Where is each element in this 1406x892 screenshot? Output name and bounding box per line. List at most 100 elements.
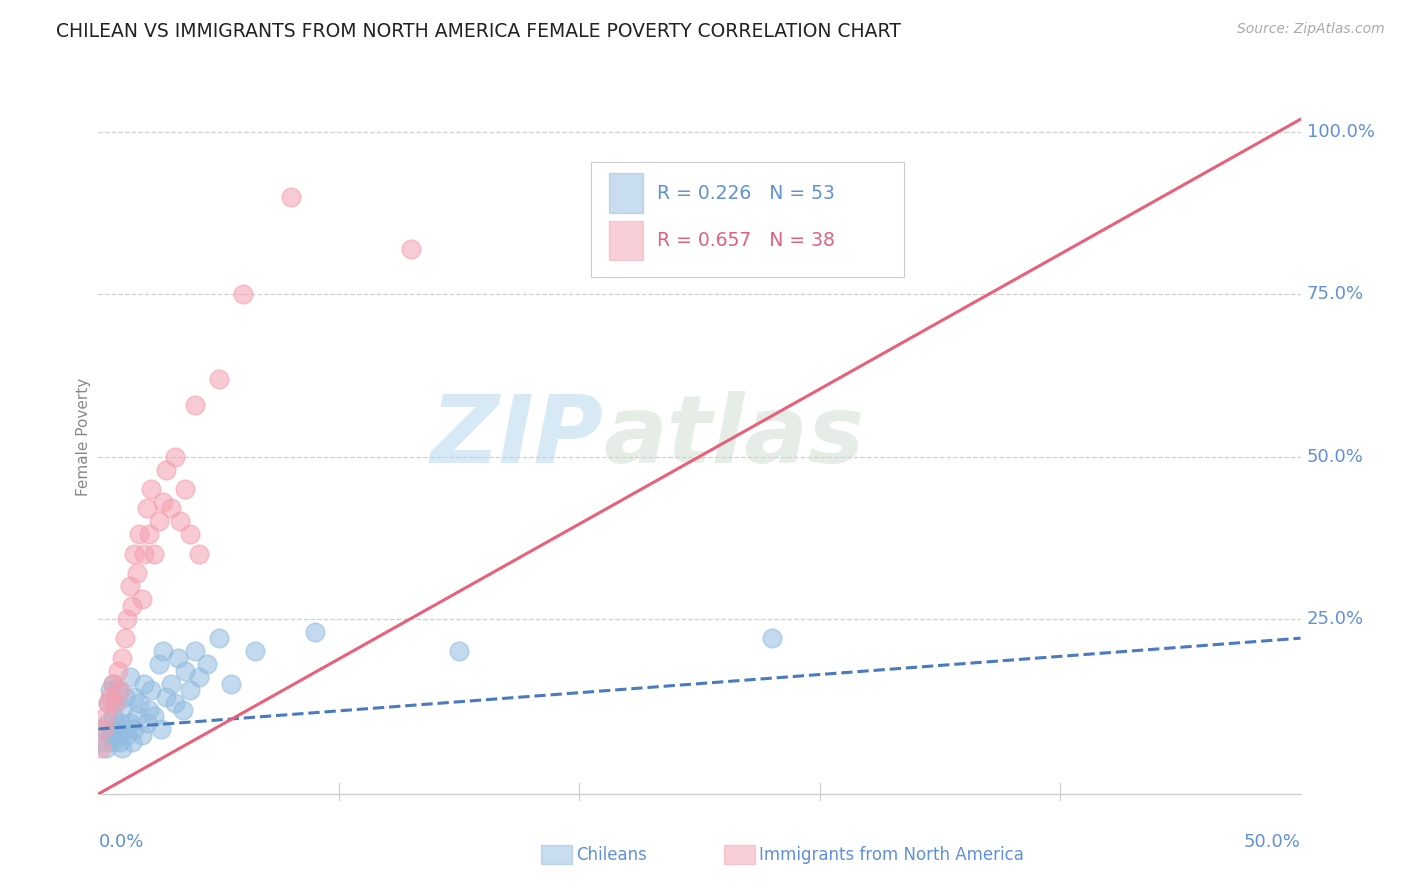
Point xyxy=(188,547,211,561)
Text: 75.0%: 75.0% xyxy=(1306,285,1364,303)
Point xyxy=(142,709,165,723)
Point xyxy=(132,547,155,561)
Point xyxy=(148,657,170,672)
Point xyxy=(183,644,205,658)
FancyBboxPatch shape xyxy=(609,221,643,260)
Point xyxy=(118,670,141,684)
Point xyxy=(149,722,172,736)
Text: 100.0%: 100.0% xyxy=(1306,123,1375,141)
Text: 50.0%: 50.0% xyxy=(1306,448,1364,466)
Point xyxy=(108,715,131,730)
Point xyxy=(135,715,157,730)
Point xyxy=(219,676,242,690)
Point xyxy=(188,670,211,684)
Point xyxy=(232,287,254,301)
Point xyxy=(280,190,302,204)
Point xyxy=(94,741,117,756)
Y-axis label: Female Poverty: Female Poverty xyxy=(76,378,91,496)
Point xyxy=(131,592,153,607)
Point xyxy=(111,741,134,756)
Point xyxy=(172,702,194,716)
Point xyxy=(399,242,422,256)
Point xyxy=(100,683,122,698)
Point xyxy=(125,709,148,723)
Point xyxy=(132,676,155,690)
Point xyxy=(121,599,143,613)
Point xyxy=(152,495,174,509)
Point xyxy=(124,690,146,704)
Point xyxy=(304,624,326,639)
FancyBboxPatch shape xyxy=(592,162,904,277)
Point xyxy=(114,631,136,645)
Point xyxy=(135,501,157,516)
Point xyxy=(141,683,163,698)
Text: Immigrants from North America: Immigrants from North America xyxy=(759,846,1024,863)
Point xyxy=(100,729,122,743)
Point xyxy=(108,735,131,749)
Point xyxy=(107,729,129,743)
Point xyxy=(121,735,143,749)
Point xyxy=(159,501,181,516)
Point xyxy=(142,547,165,561)
Point xyxy=(174,664,197,678)
Point xyxy=(108,683,131,698)
Point xyxy=(104,696,127,710)
Point xyxy=(148,515,170,529)
Point xyxy=(159,676,181,690)
Point xyxy=(125,566,148,581)
Point xyxy=(179,683,201,698)
Text: CHILEAN VS IMMIGRANTS FROM NORTH AMERICA FEMALE POVERTY CORRELATION CHART: CHILEAN VS IMMIGRANTS FROM NORTH AMERICA… xyxy=(56,22,901,41)
Point xyxy=(141,482,163,496)
Point xyxy=(138,702,160,716)
Text: R = 0.226   N = 53: R = 0.226 N = 53 xyxy=(658,184,835,202)
Point xyxy=(90,722,112,736)
Point xyxy=(101,709,124,723)
Point xyxy=(118,579,141,593)
Point xyxy=(447,644,470,658)
Point xyxy=(104,696,127,710)
Text: ZIP: ZIP xyxy=(430,391,603,483)
Point xyxy=(243,644,266,658)
Point xyxy=(97,715,120,730)
Point xyxy=(114,722,136,736)
Point xyxy=(128,527,150,541)
Point xyxy=(737,210,759,224)
Point xyxy=(91,722,114,736)
Point xyxy=(107,683,129,698)
Text: R = 0.657   N = 38: R = 0.657 N = 38 xyxy=(658,231,835,251)
Point xyxy=(208,372,231,386)
Point xyxy=(124,722,146,736)
Point xyxy=(169,515,191,529)
Point xyxy=(100,690,122,704)
Text: atlas: atlas xyxy=(603,391,865,483)
FancyBboxPatch shape xyxy=(609,173,643,212)
Point xyxy=(101,735,124,749)
Point xyxy=(91,735,114,749)
Point xyxy=(118,715,141,730)
Point xyxy=(94,709,117,723)
Point xyxy=(111,702,134,716)
Point xyxy=(761,631,783,645)
Point xyxy=(183,398,205,412)
Point xyxy=(101,676,124,690)
Point xyxy=(104,722,127,736)
Point xyxy=(117,729,139,743)
Point xyxy=(195,657,218,672)
Text: Source: ZipAtlas.com: Source: ZipAtlas.com xyxy=(1237,22,1385,37)
Text: 50.0%: 50.0% xyxy=(1244,833,1301,851)
Point xyxy=(165,696,187,710)
Text: 25.0%: 25.0% xyxy=(1306,610,1364,628)
Point xyxy=(101,676,124,690)
Point xyxy=(174,482,197,496)
Point xyxy=(97,696,120,710)
Point xyxy=(152,644,174,658)
Point xyxy=(114,690,136,704)
Point xyxy=(165,450,187,464)
Point xyxy=(166,650,188,665)
Point xyxy=(179,527,201,541)
Point xyxy=(138,527,160,541)
Point xyxy=(131,729,153,743)
Point xyxy=(97,696,120,710)
Point xyxy=(155,462,177,476)
Point xyxy=(208,631,231,645)
